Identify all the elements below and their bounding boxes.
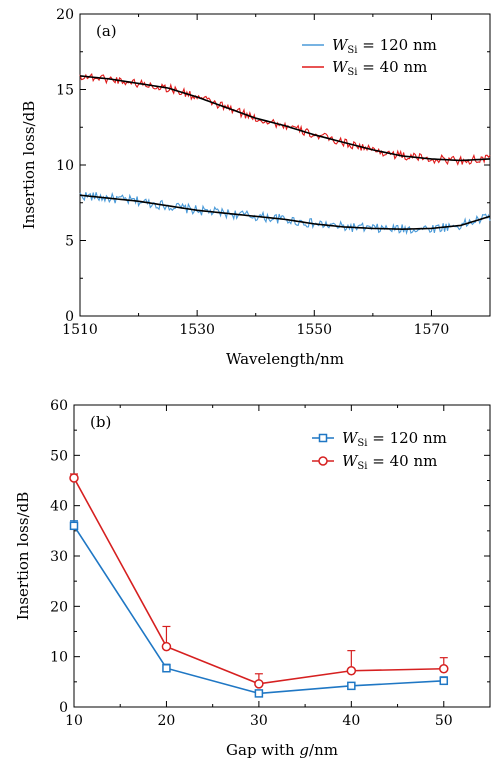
data-point-circle bbox=[439, 663, 449, 674]
x-tick-label: 30 bbox=[250, 713, 268, 729]
y-tick-label: 10 bbox=[56, 158, 74, 174]
series-line-measured bbox=[79, 191, 491, 236]
data-point-square bbox=[318, 433, 328, 443]
x-tick-label: 1570 bbox=[414, 322, 450, 338]
legend-label: WSi = 40 nm bbox=[342, 452, 437, 472]
x-axis-label: Gap with g/nm bbox=[226, 741, 338, 759]
data-point-square bbox=[69, 521, 79, 531]
series-line-fit bbox=[79, 194, 491, 230]
x-tick-label: 1510 bbox=[62, 322, 98, 338]
data-point-square bbox=[162, 663, 171, 673]
x-tick-label: 40 bbox=[342, 713, 360, 729]
y-tick-label: 5 bbox=[65, 234, 74, 250]
data-point-circle bbox=[346, 666, 357, 676]
plot-frame bbox=[73, 404, 491, 708]
y-tick-label: 0 bbox=[59, 700, 68, 716]
y-axis-label: Insertion loss/dB bbox=[14, 492, 32, 621]
y-tick-label: 20 bbox=[56, 7, 74, 23]
legend-entry: WSi = 120 nm bbox=[312, 429, 447, 449]
legend-entry: WSi = 120 nm bbox=[302, 36, 437, 56]
series-line bbox=[73, 477, 444, 685]
y-tick-label: 0 bbox=[65, 309, 74, 325]
panel-a-chart: 1510 1530 1550 1570 0 5 10 15 20 Insertion loss/d… bbox=[20, 7, 491, 368]
data-point-square bbox=[254, 689, 264, 698]
legend-label: WSi = 120 nm bbox=[342, 429, 447, 449]
y-axis-label: Insertion loss/dB bbox=[20, 101, 38, 230]
y-tick-label: 40 bbox=[50, 499, 68, 515]
x-tick-label: 10 bbox=[65, 713, 83, 729]
data-point-square bbox=[439, 676, 449, 686]
x-tick-label: 50 bbox=[435, 713, 453, 729]
series-line bbox=[73, 525, 444, 695]
data-point-circle bbox=[318, 456, 328, 466]
y-tick-label: 20 bbox=[50, 599, 68, 615]
x-axis-label: Wavelength/nm bbox=[226, 350, 344, 368]
data-point-circle bbox=[69, 473, 79, 483]
y-tick-label: 50 bbox=[50, 448, 68, 464]
legend-entry: WSi = 40 nm bbox=[302, 58, 427, 78]
legend-entry: WSi = 40 nm bbox=[312, 452, 437, 472]
x-tick-label: 1550 bbox=[296, 322, 332, 338]
y-tick-label: 60 bbox=[50, 398, 68, 414]
panel-label: (a) bbox=[96, 22, 117, 40]
y-tick-label: 10 bbox=[50, 650, 68, 666]
legend-label: WSi = 40 nm bbox=[332, 58, 427, 78]
y-tick-label: 15 bbox=[56, 83, 74, 99]
x-tick-label: 1530 bbox=[179, 322, 215, 338]
plot-frame bbox=[79, 13, 491, 317]
legend-label: WSi = 120 nm bbox=[332, 36, 437, 56]
data-point-circle bbox=[161, 641, 172, 652]
x-tick-label: 20 bbox=[158, 713, 176, 729]
data-point-circle bbox=[254, 679, 264, 689]
series-line-measured bbox=[79, 73, 491, 166]
series-line-fit bbox=[79, 75, 491, 162]
panel-label: (b) bbox=[90, 413, 111, 431]
y-tick-label: 30 bbox=[50, 549, 68, 565]
data-point-square bbox=[347, 681, 356, 691]
